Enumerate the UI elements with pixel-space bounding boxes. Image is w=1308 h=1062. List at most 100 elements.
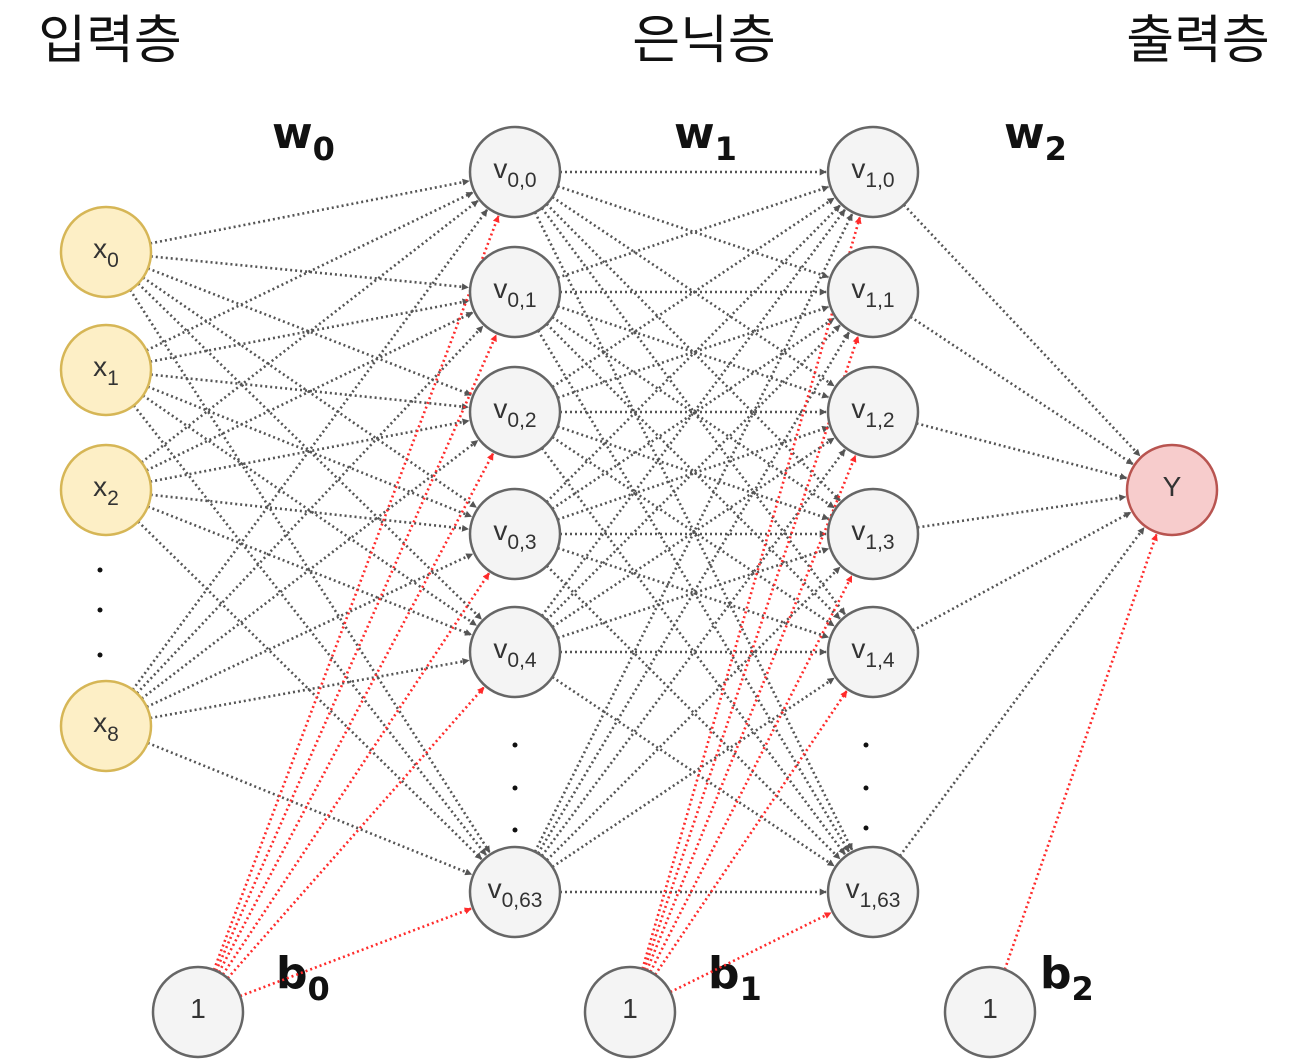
input-node-0-label-base: x [93,233,107,264]
bias-label-b0-sub: 0 [308,970,330,1008]
weight-edge-h2n2-y [916,422,1128,480]
bias-node-1: 1 [583,965,677,1059]
hidden1-node-4-circle [468,605,562,699]
input-node-1-circle [59,323,153,417]
weight-edge-h1n0-h2n2 [551,196,835,387]
weight-edge-x2-h1n1 [145,311,474,472]
hidden2-node-3-circle [826,487,920,581]
hidden1-node-4-label-base: v [493,633,507,664]
input-node-0-label-sub: 0 [107,249,119,272]
hidden1-node-2-label-base: v [493,393,507,424]
weight-label-w0: w0 [272,108,335,168]
hidden1-node-0: v0,0 [468,125,562,219]
hidden2-node-3-label: v1,3 [851,515,894,554]
weight-edge-h1n2-h2n1 [557,305,830,399]
input-node-3-label-sub: 8 [107,723,119,746]
hidden2-node-4: v1,4 [826,605,920,699]
weight-edge-h1n5-h2n0 [533,213,854,853]
hidden2-node-2: v1,2 [826,365,920,459]
weight-edge-x3-h1n0 [131,209,489,691]
weight-edge-x0-h1n2 [147,267,472,397]
hidden2-node-5: v1,63 [826,845,920,939]
input-node-1-label: x1 [93,351,119,390]
hidden1-node-4: v0,4 [468,605,562,699]
hidden2-node-1-label-base: v [851,273,865,304]
hidden1-node-2-circle [468,365,562,459]
hidden2-ellipsis [863,742,869,831]
bias-node-0-label: 1 [190,993,206,1024]
bias-node-2-circle [943,965,1037,1059]
input-node-1-label-sub: 1 [107,367,119,390]
input-node-2-label-base: x [93,471,107,502]
bias-node-1-label-base: 1 [622,993,638,1024]
weight-edge-h1n4-h2n1 [545,324,841,622]
hidden1-node-3-label-base: v [493,515,507,546]
bias-edge-b1-h2n3 [649,575,853,973]
weight-edge-h1n4-h2n2 [551,437,835,628]
weight-label-w0-base: w [272,108,313,159]
hidden1-node-3: v0,3 [468,487,562,581]
weight-edge-x0-h1n4 [137,282,483,621]
hidden2-node-2-label-sub: 1,2 [865,409,894,432]
bias-label-b2-base: b [1040,948,1072,999]
hidden2-node-5-label-base: v [846,873,860,904]
bias-label-b0: b0 [276,948,330,1008]
hidden1-node-5-circle [468,845,562,939]
weight-edge-x1-h1n0 [145,191,474,352]
input-node-1-label-base: x [93,351,107,382]
hidden1-node-5-label-base: v [488,873,502,904]
bias-node-0-label-base: 1 [190,993,206,1024]
weight-edge-x0-h1n1 [150,255,469,291]
hidden1-node-0-label-base: v [493,153,507,184]
weight-label-w2-sub: 2 [1045,130,1067,168]
hidden1-ellipsis [512,742,518,833]
hidden2-node-1-label: v1,1 [851,273,894,312]
hidden1-node-4-label: v0,4 [493,633,537,672]
hidden2-node-4-label-base: v [851,633,865,664]
bias-edge-b2-y [1003,533,1158,970]
bias-edge-b0-h1n5 [239,907,472,998]
hidden1-node-2: v0,2 [468,365,562,459]
output-node-label-base: Y [1163,471,1182,502]
weight-edge-h1n1-h2n4 [545,322,841,620]
input-node-3-circle [59,679,153,773]
hidden1-node-3-label-sub: 0,3 [507,531,536,554]
bias-node-2-label: 1 [982,993,998,1024]
weight-edge-h1n1-h2n2 [557,305,830,399]
weight-edge-x0-h1n5 [129,289,491,854]
bias-edge-b1-h2n1 [643,335,860,970]
hidden-layer-title: 은닉층 [632,11,776,71]
hidden1-node-0-label: v0,0 [493,153,536,192]
input-node-2-label: x2 [93,471,119,510]
output-layer-title: 출력층 [1126,11,1270,71]
input-layer-title: 입력층 [38,11,182,71]
weight-edge-h1n3-h2n2 [557,425,830,521]
bias-edge-b1-h2n4 [654,690,848,976]
input-node-0-circle [59,205,153,299]
hidden2-node-4-label: v1,4 [851,633,895,672]
weight-edge-h1n4-h2n3 [557,547,830,640]
weight-edge-x3-h1n1 [135,325,484,695]
input-node-0-label: x0 [93,233,119,272]
weight-edge-h1n3-h2n5 [545,564,841,860]
input-node-3: x8 [59,679,153,773]
bias-edge-b0-h1n0 [212,215,500,971]
input-node-3-label-base: x [93,707,107,738]
hidden2-node-1-circle [826,245,920,339]
weight-edge-h1n3-h2n4 [557,546,830,639]
bias-node-1-circle [583,965,677,1059]
hidden2-node-0-label-base: v [851,153,865,184]
weight-label-w1: w1 [674,108,737,168]
hidden1-node-4-label-sub: 0,4 [507,649,537,672]
hidden2-node-3-label-sub: 1,3 [865,531,894,554]
weight-edge-x2-h1n3 [150,493,469,532]
weight-edge-h1n2-h2n0 [551,197,835,388]
weight-edge-x3-h1n4 [150,658,470,720]
weight-edge-h1n3-h2n1 [551,317,835,510]
weight-edge-x0-h1n0 [149,178,470,245]
hidden2-node-1: v1,1 [826,245,920,339]
hidden2-node-1-label-sub: 1,1 [865,289,894,312]
hidden1-node-1-label-sub: 0,1 [507,289,536,312]
hidden1-node-3-label: v0,3 [493,515,536,554]
